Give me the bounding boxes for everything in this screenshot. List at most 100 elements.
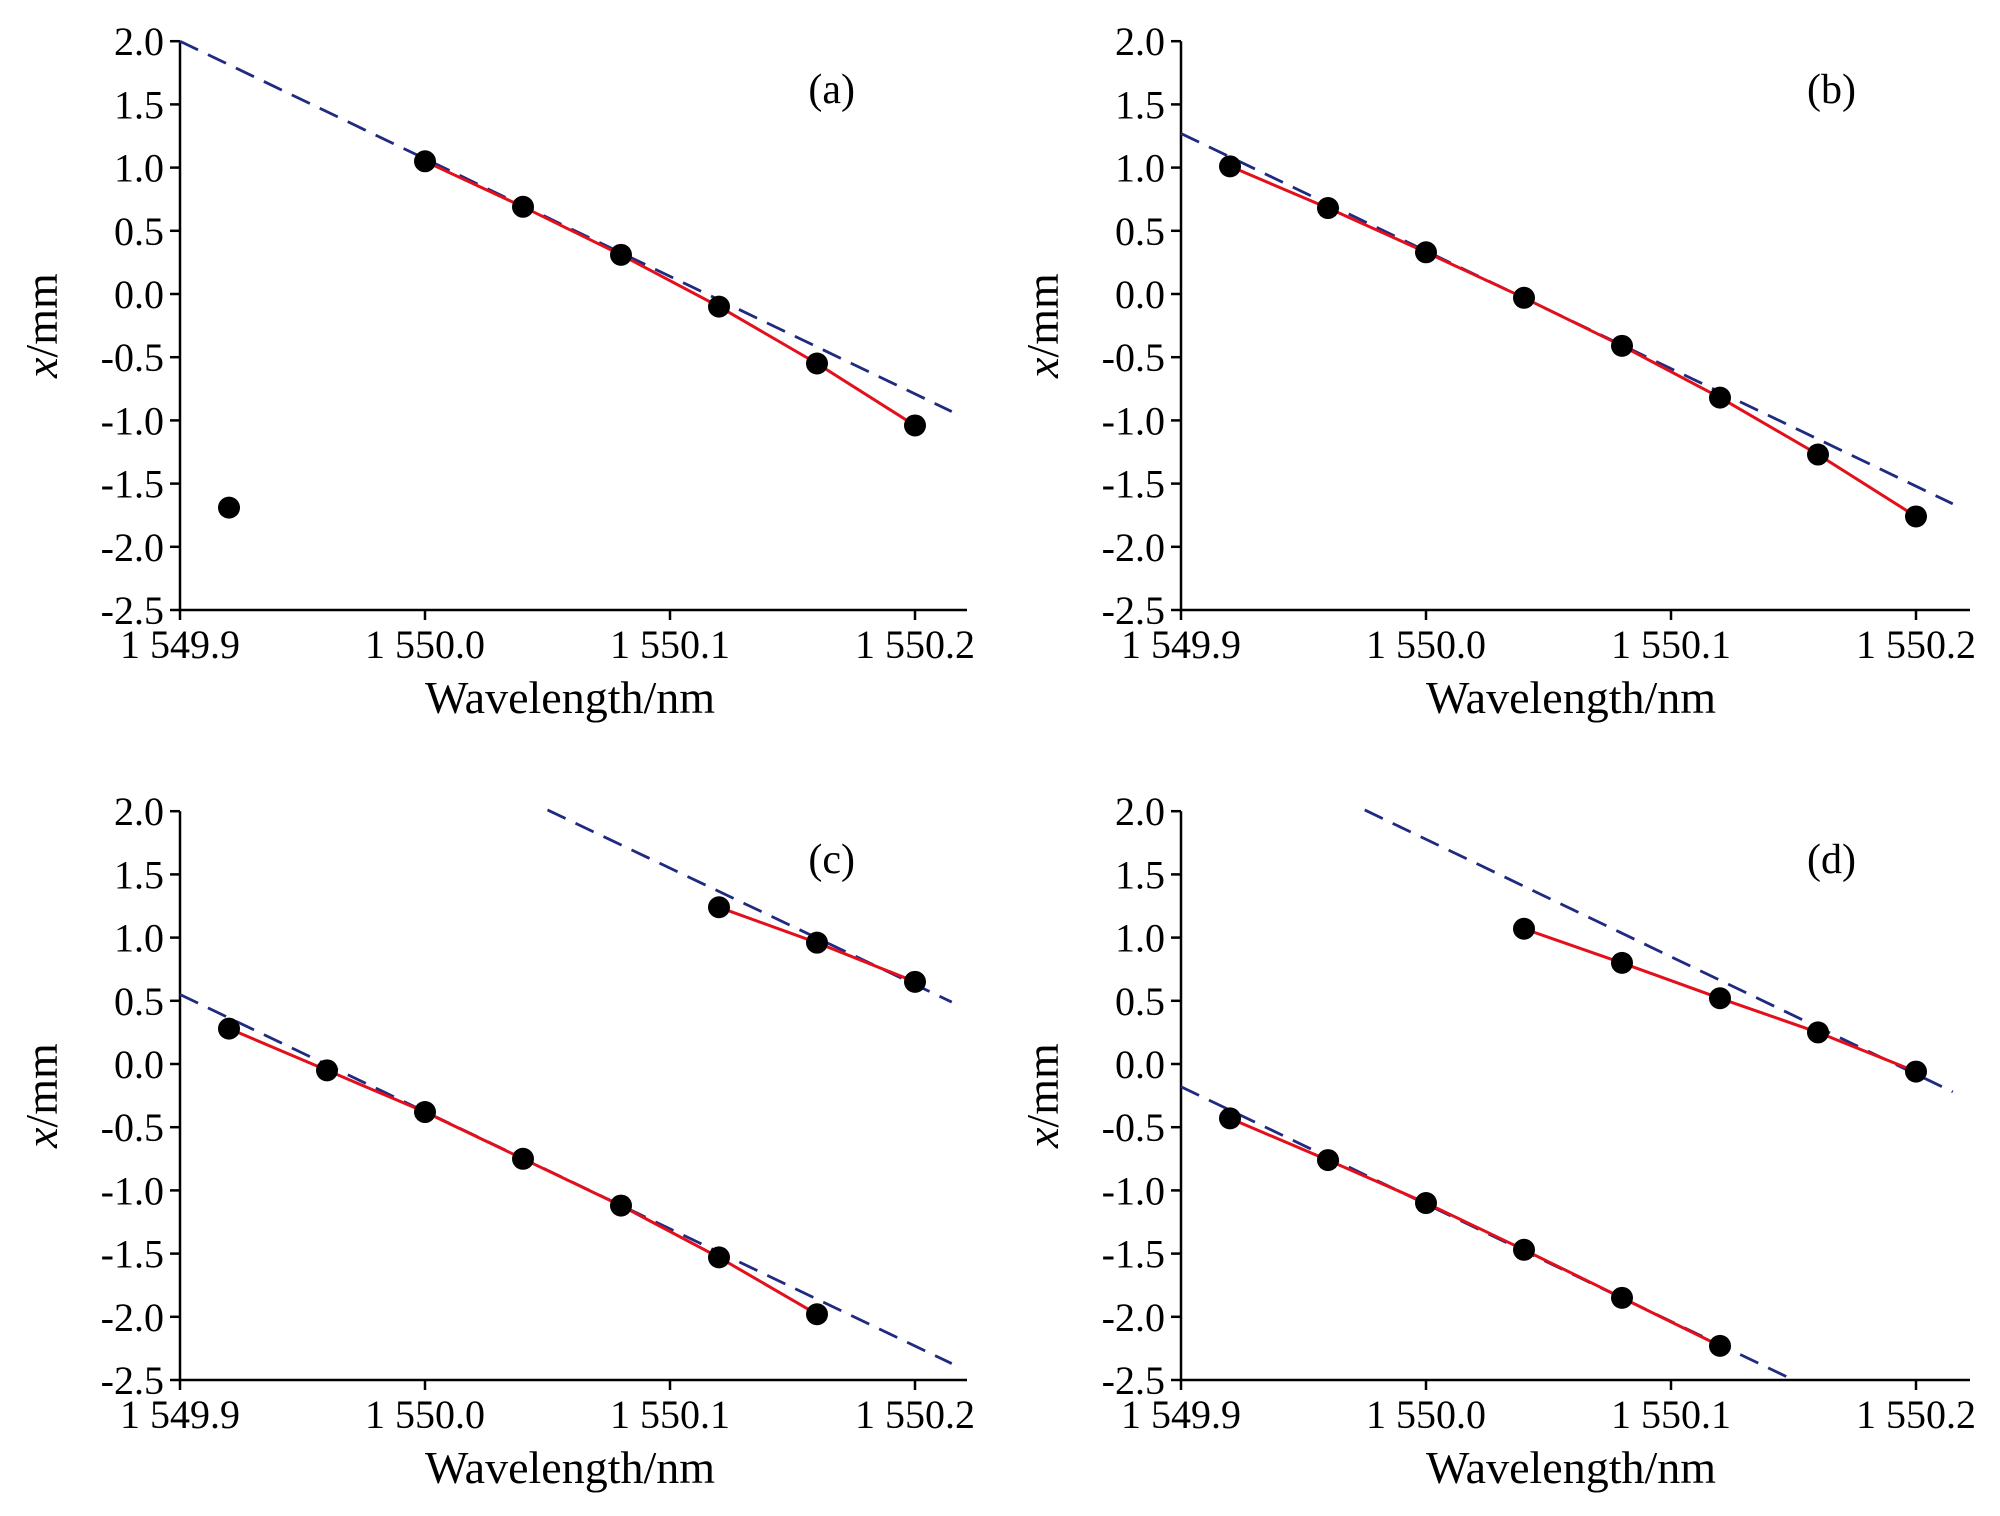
data-point [1905, 1060, 1927, 1083]
panel-label: (a) [808, 67, 855, 113]
y-axis-title-variable: x [16, 1127, 67, 1149]
y-axis-title-unit: /mm [16, 1043, 67, 1128]
y-tick-label: -1.0 [101, 1168, 164, 1213]
data-point [1317, 1149, 1339, 1172]
x-tick-label: 1 550.1 [1611, 622, 1731, 667]
y-axis-title-variable: x [16, 357, 67, 379]
y-tick-label: -0.5 [101, 335, 164, 380]
y-tick-label: 0.5 [1115, 979, 1165, 1024]
y-tick-label: 1.5 [114, 82, 164, 127]
y-tick-label: 0.0 [114, 272, 164, 317]
y-axis-title-unit: /mm [16, 273, 67, 358]
data-point [1219, 1107, 1241, 1130]
y-axis-title: x/mm [1017, 1043, 1068, 1149]
fit-curve-line [424, 159, 916, 427]
y-tick-label: -1.5 [1102, 462, 1165, 507]
data-point [1709, 386, 1731, 409]
x-tick-label: 1 550.2 [1856, 622, 1976, 667]
x-tick-label: 1 550.1 [610, 1392, 730, 1437]
y-tick-label: -0.5 [101, 1105, 164, 1150]
linear-reference-line [1180, 132, 1954, 506]
y-tick-label: 2.0 [1115, 19, 1165, 64]
data-point [1611, 951, 1633, 974]
y-tick-label: -2.0 [101, 1295, 164, 1340]
y-tick-label: 0.5 [114, 979, 164, 1024]
x-tick-label: 1 549.9 [1121, 622, 1241, 667]
data-point [1415, 1192, 1437, 1215]
y-tick-label: -1.0 [1102, 398, 1165, 443]
y-tick-label: 0.5 [1115, 209, 1165, 254]
x-tick-label: 1 549.9 [1121, 1392, 1241, 1437]
y-axis-title: x/mm [1017, 273, 1068, 379]
data-point [610, 243, 632, 266]
y-tick-label: 1.0 [1115, 146, 1165, 191]
y-tick-label: 1.5 [1115, 82, 1165, 127]
data-point [708, 896, 730, 919]
data-point [1415, 241, 1437, 264]
panel-label: (d) [1807, 837, 1856, 883]
data-point [1611, 334, 1633, 357]
y-tick-label: -2.0 [1102, 525, 1165, 570]
x-tick-label: 1 550.2 [1856, 1392, 1976, 1437]
y-tick-label: -2.0 [1102, 1295, 1165, 1340]
data-point [1513, 1238, 1535, 1261]
y-tick-label: -0.5 [1102, 1105, 1165, 1150]
x-tick-label: 1 550.1 [610, 622, 730, 667]
y-tick-label: 1.0 [1115, 916, 1165, 961]
y-tick-label: 1.0 [114, 146, 164, 191]
x-tick-label: 1 550.2 [855, 622, 975, 667]
x-tick-label: 1 549.9 [120, 1392, 240, 1437]
data-point [512, 1147, 534, 1170]
x-axis-title: Wavelength/nm [425, 1442, 715, 1493]
y-tick-label: -1.5 [101, 462, 164, 507]
linear-reference-line [179, 39, 953, 413]
data-point [1219, 155, 1241, 178]
data-point [1709, 1334, 1731, 1357]
data-point [218, 1017, 240, 1040]
y-tick-label: 0.0 [1115, 1042, 1165, 1087]
x-tick-label: 1 549.9 [120, 622, 240, 667]
chart-panel-b: 2.0 1.5 1.0 0.5 0.0 -0.5 -1.0 -1.5 -2.0 -2.51 549… [1017, 19, 1976, 723]
y-tick-label: 2.0 [1115, 789, 1165, 834]
y-axis-title-unit: /mm [1017, 1043, 1068, 1128]
data-point [1611, 1286, 1633, 1309]
data-point [316, 1059, 338, 1082]
data-point [512, 195, 534, 218]
data-point [1807, 1021, 1829, 1044]
data-point [1807, 443, 1829, 466]
x-axis-title: Wavelength/nm [425, 672, 715, 723]
data-point [904, 970, 926, 993]
x-tick-label: 1 550.2 [855, 1392, 975, 1437]
data-point [1513, 286, 1535, 309]
data-point [806, 1303, 828, 1326]
y-tick-label: 0.5 [114, 209, 164, 254]
linear-reference-line [1364, 808, 1954, 1094]
y-tick-label: -2.5 [101, 588, 164, 633]
y-axis-title: x/mm [16, 1043, 67, 1149]
y-tick-label: -2.5 [1102, 588, 1165, 633]
y-tick-label: 1.0 [114, 916, 164, 961]
data-point [1709, 987, 1731, 1010]
chart-panel-a: 2.0 1.5 1.0 0.5 0.0 -0.5 -1.0 -1.5 -2.0 -2.51 549… [16, 19, 975, 723]
data-point [806, 931, 828, 954]
fit-curve-line [1229, 164, 1917, 518]
y-axis-title-variable: x [1017, 1127, 1068, 1149]
data-point [414, 150, 436, 173]
data-point [806, 352, 828, 375]
chart-panel-d: 2.0 1.5 1.0 0.5 0.0 -0.5 -1.0 -1.5 -2.0 -2.51 549… [1017, 789, 1976, 1493]
data-point [218, 496, 240, 519]
data-point [414, 1101, 436, 1124]
data-point [610, 1194, 632, 1217]
y-tick-label: -1.5 [101, 1232, 164, 1277]
y-tick-label: 2.0 [114, 789, 164, 834]
data-point [708, 1246, 730, 1269]
y-axis-title-unit: /mm [1017, 273, 1068, 358]
data-point [1905, 505, 1927, 528]
x-tick-label: 1 550.0 [1366, 1392, 1486, 1437]
data-point [1317, 197, 1339, 220]
data-point [1513, 917, 1535, 940]
linear-reference-line [179, 993, 953, 1365]
y-tick-label: 0.0 [114, 1042, 164, 1087]
panel-label: (c) [808, 837, 855, 883]
x-axis-title: Wavelength/nm [1426, 672, 1716, 723]
